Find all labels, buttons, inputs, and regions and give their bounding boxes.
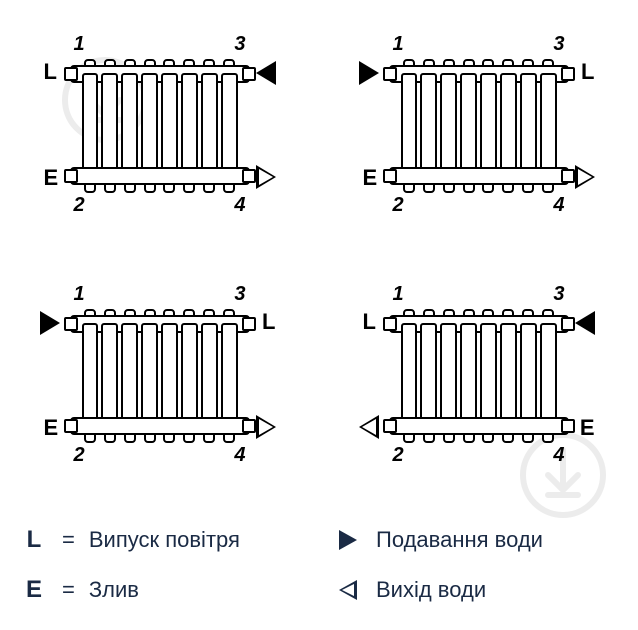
port-4-label: 4 (234, 194, 245, 217)
legend-supply: Подавання води (334, 527, 618, 553)
variant-2: 1 3 2 4 L E (319, 0, 638, 250)
drain-label: E (580, 415, 595, 441)
return-arrow-icon (575, 165, 599, 189)
legend-L-symbol: L (20, 526, 48, 554)
air-vent-label: L (581, 59, 594, 85)
legend-L-text: Випуск повітря (89, 527, 240, 553)
legend: L = Випуск повітря Подавання води E = Зл… (20, 520, 618, 610)
return-arrow-icon (334, 580, 362, 600)
radiator: 1 3 2 4 L E (70, 55, 250, 195)
air-vent-label: L (44, 59, 57, 85)
port-2-label: 2 (74, 444, 85, 467)
air-vent-label: L (363, 309, 376, 335)
legend-supply-text: Подавання води (376, 527, 543, 553)
port-1-label: 1 (74, 283, 85, 306)
port-3-label: 3 (553, 283, 564, 306)
return-arrow-icon (359, 415, 383, 439)
diagram-page: 1 3 2 4 L E 1 3 (0, 0, 638, 630)
port-2-label: 2 (393, 444, 404, 467)
port-1-label: 1 (393, 33, 404, 56)
port-4-label: 4 (234, 444, 245, 467)
legend-E-symbol: E (20, 576, 48, 604)
legend-drain: E = Злив (20, 576, 304, 604)
variants-grid: 1 3 2 4 L E 1 3 (0, 0, 638, 500)
variant-4: 1 3 2 4 L E (319, 250, 638, 500)
port-1-label: 1 (74, 33, 85, 56)
supply-arrow-icon (40, 311, 64, 335)
port-2-label: 2 (393, 194, 404, 217)
legend-E-text: Злив (89, 577, 139, 603)
supply-arrow-icon (359, 61, 383, 85)
return-arrow-icon (256, 165, 280, 189)
supply-arrow-icon (256, 61, 280, 85)
port-3-label: 3 (234, 33, 245, 56)
legend-air-vent: L = Випуск повітря (20, 526, 304, 554)
port-2-label: 2 (74, 194, 85, 217)
variant-1: 1 3 2 4 L E (0, 0, 319, 250)
legend-return: Вихід води (334, 577, 618, 603)
supply-arrow-icon (334, 530, 362, 550)
radiator: 1 3 2 4 L E (389, 305, 569, 445)
legend-return-text: Вихід води (376, 577, 486, 603)
port-3-label: 3 (234, 283, 245, 306)
variant-3: 1 3 2 4 L E (0, 250, 319, 500)
air-vent-label: L (262, 309, 275, 335)
port-4-label: 4 (553, 444, 564, 467)
drain-label: E (44, 165, 59, 191)
supply-arrow-icon (575, 311, 599, 335)
return-arrow-icon (256, 415, 280, 439)
port-4-label: 4 (553, 194, 564, 217)
port-3-label: 3 (553, 33, 564, 56)
radiator: 1 3 2 4 L E (389, 55, 569, 195)
port-1-label: 1 (393, 283, 404, 306)
radiator: 1 3 2 4 L E (70, 305, 250, 445)
drain-label: E (363, 165, 378, 191)
drain-label: E (44, 415, 59, 441)
